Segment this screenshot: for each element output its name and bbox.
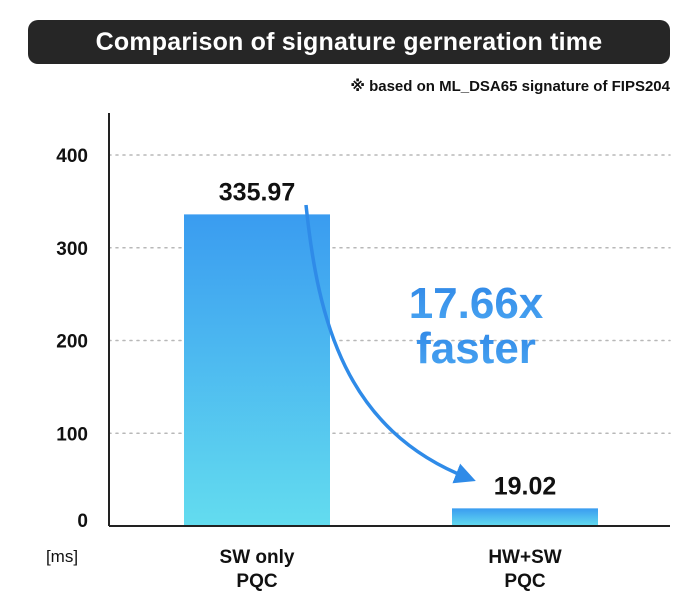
- x-category-label: PQC: [236, 571, 277, 592]
- y-tick-label: 200: [56, 332, 88, 353]
- speedup-label: faster: [416, 324, 536, 373]
- speedup-arrow: [304, 204, 476, 484]
- y-unit-label: [ms]: [46, 547, 78, 566]
- chart-title: Comparison of signature gerneration time: [28, 20, 670, 64]
- y-tick-label: 400: [56, 146, 88, 167]
- bar: [452, 508, 598, 526]
- x-category-label: PQC: [504, 571, 545, 592]
- x-category-label: SW only: [220, 547, 295, 568]
- speedup-value: 17.66x: [409, 279, 544, 328]
- y-tick-label: 0: [77, 511, 88, 532]
- y-tick-label: 100: [56, 424, 88, 445]
- bar: [184, 214, 330, 526]
- x-category-label: HW+SW: [488, 547, 561, 568]
- chart-footnote: ※ based on ML_DSA65 signature of FIPS204: [350, 78, 670, 95]
- data-label: 335.97: [219, 178, 295, 206]
- data-label: 19.02: [494, 472, 557, 500]
- y-tick-label: 300: [56, 239, 88, 260]
